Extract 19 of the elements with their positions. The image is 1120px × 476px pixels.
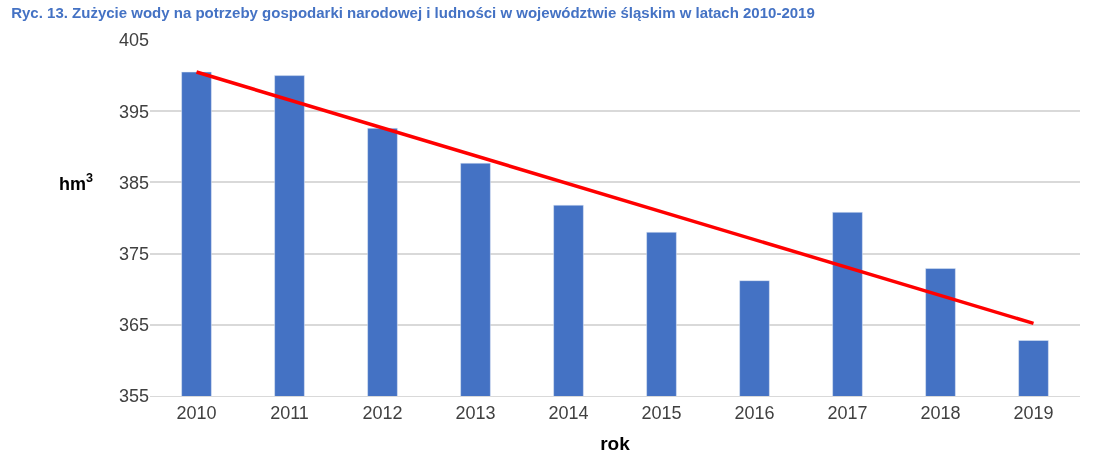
y-tick-label: 405 xyxy=(118,30,149,51)
x-tick-label: 2016 xyxy=(734,402,775,423)
y-tick-label: 365 xyxy=(118,315,149,336)
y-tick-label: 375 xyxy=(118,243,149,264)
y-tick-label: 385 xyxy=(118,172,149,193)
x-tick-label: 2014 xyxy=(548,402,589,423)
x-tick-label: 2012 xyxy=(362,402,403,423)
y-axis-title: hm$^{3}$ xyxy=(59,171,94,194)
x-tick-label: 2010 xyxy=(176,402,217,423)
y-tick-label: 395 xyxy=(118,101,149,122)
chart-title: Ryc. 13. Zużycie wody na potrzeby gospodarki narodowej i ludności w województwie śląskim w latach 2010-2019 xyxy=(11,3,815,21)
y-tick-label: 355 xyxy=(118,386,149,407)
x-tick-label: 2017 xyxy=(827,402,868,423)
x-tick-label: 2019 xyxy=(1013,402,1054,423)
x-axis-title: rok xyxy=(600,433,631,455)
x-tick-label: 2013 xyxy=(455,402,496,423)
x-tick-label: 2018 xyxy=(920,402,961,423)
x-tick-label: 2015 xyxy=(641,402,682,423)
x-tick-label: 2011 xyxy=(270,402,309,423)
